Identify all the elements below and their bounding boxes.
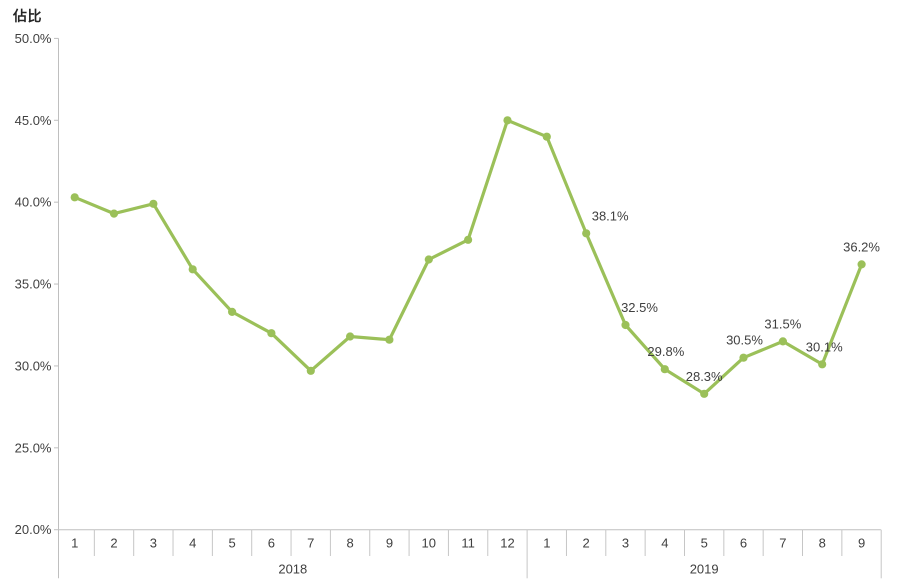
y-tick-label: 50.0%	[15, 31, 52, 46]
data-label: 30.1%	[806, 339, 843, 354]
month-label: 4	[189, 536, 196, 551]
data-point	[149, 199, 158, 208]
data-label: 29.8%	[647, 344, 684, 359]
data-point	[70, 193, 79, 202]
month-label: 1	[71, 536, 78, 551]
month-label: 7	[779, 536, 786, 551]
month-label: 1	[543, 536, 550, 551]
data-point	[582, 229, 591, 238]
data-point	[818, 360, 827, 369]
month-label: 3	[622, 536, 629, 551]
month-label: 7	[307, 536, 314, 551]
month-label: 3	[150, 536, 157, 551]
data-point	[739, 353, 748, 362]
data-label: 30.5%	[726, 333, 763, 348]
data-point	[267, 329, 276, 338]
month-label: 4	[661, 536, 668, 551]
data-point	[857, 260, 866, 269]
year-label: 2019	[690, 562, 719, 577]
data-point	[188, 265, 197, 274]
month-label: 8	[346, 536, 353, 551]
data-point	[228, 307, 237, 316]
data-point	[660, 365, 669, 374]
data-point	[700, 389, 709, 398]
month-label: 2	[583, 536, 590, 551]
data-point	[503, 116, 512, 125]
data-label: 28.3%	[686, 369, 723, 384]
y-tick-label: 35.0%	[15, 277, 52, 292]
data-label: 36.2%	[843, 239, 880, 254]
data-label: 32.5%	[621, 300, 658, 315]
data-point	[385, 335, 394, 344]
series-line	[73, 118, 864, 396]
data-point	[542, 132, 551, 141]
y-tick-label: 30.0%	[15, 358, 52, 373]
data-point	[464, 235, 473, 244]
data-point	[778, 337, 788, 346]
month-label: 12	[500, 536, 514, 551]
y-tick-label: 25.0%	[15, 440, 52, 455]
month-label: 9	[386, 536, 393, 551]
data-point	[306, 366, 315, 375]
month-label: 5	[701, 536, 708, 551]
month-label: 9	[858, 536, 865, 551]
y-tick-label: 40.0%	[15, 195, 52, 210]
data-point	[109, 209, 119, 218]
y-tick-label: 20.0%	[15, 522, 52, 537]
year-label: 2018	[278, 562, 307, 577]
data-point	[346, 332, 355, 341]
data-point	[621, 320, 630, 330]
month-label: 5	[228, 536, 235, 551]
month-label: 11	[461, 536, 475, 551]
month-label: 10	[422, 536, 436, 551]
month-label: 6	[268, 536, 275, 551]
y-tick-label: 45.0%	[15, 113, 52, 128]
month-label: 6	[740, 536, 747, 551]
month-label: 2	[110, 536, 117, 551]
month-label: 8	[819, 536, 826, 551]
data-label: 31.5%	[764, 316, 801, 331]
data-point	[424, 255, 433, 264]
y-axis-title: 佔比	[13, 8, 42, 24]
data-label: 38.1%	[592, 208, 629, 223]
